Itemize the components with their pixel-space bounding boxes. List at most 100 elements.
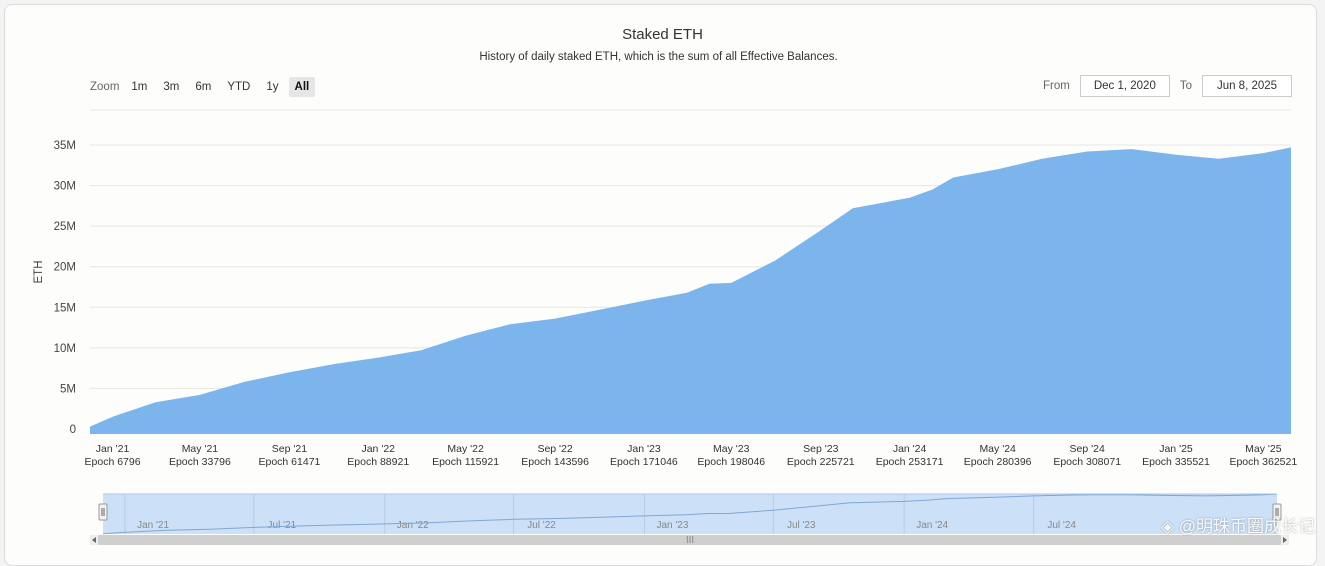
data-point — [377, 356, 380, 359]
zoom-1m-button[interactable]: 1m — [131, 81, 148, 93]
x-tick-label: Jan '24 — [893, 443, 927, 455]
watermark-text: ◈ @明珠币圈成长记 — [1160, 517, 1315, 536]
navigator[interactable]: Jan '21 Jul '21 Jan '22 Jul '22 Jan '23 Jul '… — [90, 493, 1289, 546]
x-tick-epoch-label: Epoch 171046 — [610, 456, 678, 468]
zoom-all-button[interactable]: All — [288, 77, 316, 97]
to-label: To — [1179, 80, 1192, 92]
navigator-label: Jan '21 — [137, 520, 169, 531]
data-point — [642, 299, 645, 302]
data-point — [508, 323, 511, 326]
chart-subtitle: History of daily staked ETH, which is th… — [479, 51, 838, 63]
to-date-input[interactable]: Jun 8, 2025 — [1202, 75, 1292, 97]
scroll-left-arrow-icon[interactable] — [92, 537, 96, 543]
navigator-series-line — [102, 493, 1278, 535]
zoom-ytd-button[interactable]: YTD — [227, 81, 251, 93]
data-point — [198, 393, 201, 396]
x-tick-label: May '21 — [182, 443, 219, 455]
data-point — [464, 334, 467, 337]
navigator-label: Jan '24 — [916, 520, 948, 531]
chart-title: Staked ETH — [622, 26, 703, 43]
y-tick-label: 35M — [54, 140, 76, 152]
x-tick-label: May '25 — [1245, 443, 1282, 455]
x-tick-epoch-label: Epoch 198046 — [697, 456, 765, 468]
x-tick-label: Jan '22 — [361, 443, 395, 455]
y-tick-label: 15M — [54, 302, 76, 314]
data-point — [288, 371, 291, 374]
data-point — [851, 207, 854, 210]
data-point — [952, 176, 955, 179]
x-tick-label: Sep '24 — [1070, 443, 1105, 455]
y-axis-title: ETH — [33, 261, 45, 284]
data-point — [89, 425, 92, 428]
x-tick-epoch-label: Epoch 61471 — [258, 456, 320, 468]
x-tick-label: Sep '23 — [803, 443, 838, 455]
y-tick-label: 30M — [54, 181, 76, 193]
data-point — [1174, 153, 1177, 156]
data-point — [931, 188, 934, 191]
data-point — [1086, 150, 1089, 153]
x-tick-epoch-label: Epoch 88921 — [347, 456, 409, 468]
data-point — [598, 308, 601, 311]
navigator-label: Jan '22 — [397, 520, 429, 531]
x-tick-label: May '23 — [713, 443, 750, 455]
plot-area — [89, 146, 1293, 434]
from-date-input[interactable]: Dec 1, 2020 — [1079, 75, 1170, 97]
x-tick-epoch-label: Epoch 115921 — [432, 456, 499, 468]
x-tick-epoch-label: Epoch 225721 — [787, 456, 855, 468]
navigator-label: Jul '21 — [268, 520, 297, 531]
y-tick-label: 5M — [60, 383, 76, 395]
y-tick-label: 25M — [54, 221, 76, 233]
navigator-label: Jul '24 — [1047, 520, 1076, 531]
navigator-label: Jul '23 — [787, 520, 816, 531]
zoom-6m-button[interactable]: 6m — [195, 81, 212, 93]
from-label: From — [1043, 80, 1070, 92]
data-point — [1041, 157, 1044, 160]
data-point — [685, 291, 688, 294]
data-point — [708, 282, 711, 285]
data-point — [420, 349, 423, 352]
zoom-control: Zoom 1m 3m 6m YTD 1y All — [90, 77, 319, 97]
navigator-label: Jan '23 — [656, 520, 688, 531]
data-point — [1290, 146, 1293, 149]
scrollbar-thumb[interactable] — [98, 535, 1281, 545]
scrollbar-grip: III — [686, 535, 694, 546]
navigator-label: Jul '22 — [527, 520, 556, 531]
x-tick-epoch-label: Epoch 308071 — [1053, 456, 1121, 468]
navigator-right-handle[interactable] — [1272, 503, 1282, 521]
data-point — [154, 401, 157, 404]
x-tick-label: Jan '23 — [627, 443, 661, 455]
zoom-label: Zoom — [90, 81, 120, 93]
y-tick-label: 0 — [70, 424, 76, 436]
x-tick-label: Sep '22 — [537, 443, 572, 455]
x-tick-label: May '22 — [447, 443, 484, 455]
scroll-right-arrow-icon[interactable] — [1283, 537, 1287, 543]
data-point — [819, 229, 822, 232]
data-point — [111, 415, 114, 418]
navigator-left-handle[interactable] — [98, 503, 108, 521]
x-tick-epoch-label: Epoch 362521 — [1229, 456, 1297, 468]
navigator-selection[interactable] — [103, 494, 1277, 534]
x-tick-epoch-label: Epoch 280396 — [964, 456, 1032, 468]
data-point — [243, 380, 246, 383]
zoom-3m-button[interactable]: 3m — [163, 81, 180, 93]
staked-eth-chart: 0 5M 10M 15M 20M 25M 30M 35M Jan '21 Epoch 6796 M… — [33, 109, 1298, 546]
data-point — [774, 259, 777, 262]
staked-eth-area — [90, 147, 1291, 434]
data-point — [730, 281, 733, 284]
data-point — [554, 317, 557, 320]
x-tick-epoch-label: Epoch 143596 — [521, 456, 589, 468]
x-tick-label: Jan '25 — [1159, 443, 1193, 455]
x-tick-label: Sep '21 — [272, 443, 307, 455]
x-tick-epoch-label: Epoch 335521 — [1142, 456, 1210, 468]
x-tick-epoch-label: Epoch 6796 — [85, 456, 141, 468]
y-tick-label: 10M — [54, 343, 76, 355]
date-range: From Dec 1, 2020 To Jun 8, 2025 — [1043, 75, 1292, 97]
x-tick-epoch-label: Epoch 253171 — [876, 456, 944, 468]
x-tick-epoch-label: Epoch 33796 — [169, 456, 231, 468]
zoom-1y-button[interactable]: 1y — [266, 81, 279, 93]
y-tick-label: 20M — [54, 262, 76, 274]
data-point — [996, 168, 999, 171]
data-point — [1217, 157, 1220, 160]
y-axis: 0 5M 10M 15M 20M 25M 30M 35M — [54, 140, 76, 436]
